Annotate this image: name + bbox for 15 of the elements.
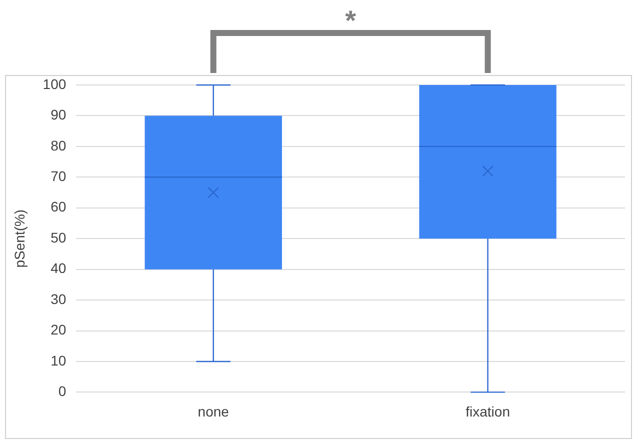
y-tick-label: 70 <box>50 168 66 184</box>
y-tick-label: 60 <box>50 198 66 215</box>
y-tick-label: 30 <box>50 290 66 307</box>
y-tick-label: 80 <box>50 137 66 154</box>
y-tick-label: 90 <box>50 106 66 123</box>
x-tick-label: fixation <box>466 403 510 420</box>
y-tick-label: 20 <box>50 322 66 338</box>
x-tick-label: none <box>198 403 230 420</box>
y-tick-label: 100 <box>42 76 66 92</box>
y-tick-label: 50 <box>50 229 66 246</box>
text: * <box>345 5 356 36</box>
y-tick-label: 40 <box>50 260 66 276</box>
y-axis-title: pSent(%) <box>11 209 28 268</box>
y-tick-label: 0 <box>58 383 66 400</box>
y-tick-label: 10 <box>50 352 66 368</box>
